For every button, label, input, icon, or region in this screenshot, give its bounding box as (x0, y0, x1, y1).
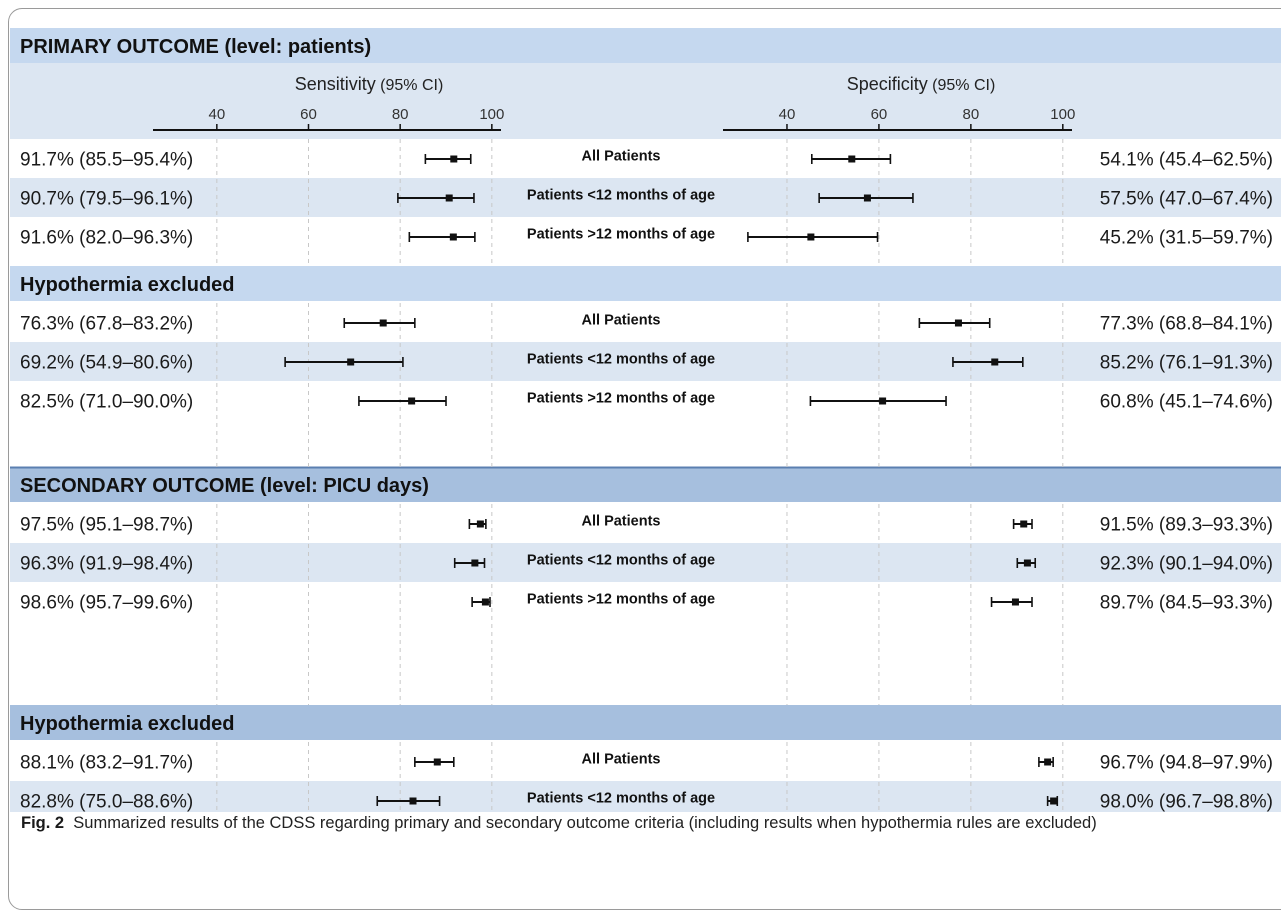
spec-point (807, 233, 815, 241)
row-shade (10, 342, 1281, 381)
spec-point (991, 358, 999, 366)
caption-text: Summarized results of the CDSS regarding… (73, 814, 1097, 832)
row-label: Patients <12 months of age (527, 553, 715, 569)
sensitivity-value: 96.3% (91.9–98.4%) (20, 554, 193, 575)
row-label: Patients >12 months of age (527, 592, 715, 608)
sens-point (450, 155, 458, 163)
sens-point (408, 397, 416, 405)
sensitivity-value: 90.7% (79.5–96.1%) (20, 189, 193, 210)
sensitivity-value: 88.1% (83.2–91.7%) (20, 753, 193, 774)
spec-point (1023, 559, 1031, 567)
specificity-value: 85.2% (76.1–91.3%) (1100, 353, 1273, 374)
specificity-value: 54.1% (45.4–62.5%) (1100, 150, 1273, 171)
sensitivity-value: 76.3% (67.8–83.2%) (20, 314, 193, 335)
row-label: All Patients (582, 514, 661, 530)
sensitivity-axis-top-tick-label: 60 (300, 106, 317, 123)
section-header-bg (10, 266, 1281, 301)
row-label: Patients >12 months of age (527, 227, 715, 243)
specificity-axis-top-tick-label: 40 (779, 106, 796, 123)
spec-point (863, 194, 871, 202)
sens-point (471, 559, 479, 567)
row-label: Patients <12 months of age (527, 352, 715, 368)
specificity-axis-title-top-metric: Specificity (847, 74, 928, 94)
specificity-value: 89.7% (84.5–93.3%) (1100, 593, 1273, 614)
sens-point (409, 797, 417, 805)
row-shade (10, 543, 1281, 582)
section-header-bg (10, 467, 1281, 502)
spec-point (848, 155, 856, 163)
sens-point (379, 319, 387, 327)
row-shade (10, 781, 1281, 812)
forest-plot: PRIMARY OUTCOME (level: patients) Hypothe… (10, 28, 1281, 813)
sensitivity-value: 69.2% (54.9–80.6%) (20, 353, 193, 374)
section-title: Hypothermia excluded (20, 713, 235, 735)
sensitivity-axis-title-top: Sensitivity (95% CI) (295, 74, 444, 94)
sensitivity-value: 91.7% (85.5–95.4%) (20, 150, 193, 171)
sensitivity-axis-title-top-metric: Sensitivity (295, 74, 376, 94)
specificity-axis-title-top-ci: (95% CI) (928, 77, 996, 94)
figure-label: Fig. 2 (21, 814, 65, 832)
sensitivity-value: 98.6% (95.7–99.6%) (20, 593, 193, 614)
spec-point (1044, 758, 1052, 766)
sensitivity-axis-title-top-ci: (95% CI) (376, 77, 444, 94)
sensitivity-value: 97.5% (95.1–98.7%) (20, 515, 193, 536)
sensitivity-value: 82.8% (75.0–88.6%) (20, 792, 193, 813)
specificity-axis-top-tick-label: 100 (1050, 106, 1075, 123)
row-label: All Patients (582, 752, 661, 768)
row-label: Patients <12 months of age (527, 188, 715, 204)
sens-point (433, 758, 441, 766)
section-header-bg (10, 28, 1281, 63)
sens-point (481, 598, 489, 606)
figure-caption: Fig. 2 Summarized results of the CDSS re… (21, 814, 1279, 833)
sens-point (445, 194, 453, 202)
sensitivity-axis-top-tick-label: 80 (392, 106, 409, 123)
spec-point (1050, 797, 1058, 805)
axis-header-band (10, 63, 1281, 139)
specificity-value: 91.5% (89.3–93.3%) (1100, 515, 1273, 536)
section-title: SECONDARY OUTCOME (level: PICU days) (20, 475, 429, 497)
specificity-value: 45.2% (31.5–59.7%) (1100, 228, 1273, 249)
sensitivity-value: 82.5% (71.0–90.0%) (20, 392, 193, 413)
sens-point (476, 520, 484, 528)
spec-point (879, 397, 887, 405)
sensitivity-value: 91.6% (82.0–96.3%) (20, 228, 193, 249)
specificity-value: 60.8% (45.1–74.6%) (1100, 392, 1273, 413)
specificity-value: 92.3% (90.1–94.0%) (1100, 554, 1273, 575)
specificity-value: 57.5% (47.0–67.4%) (1100, 189, 1273, 210)
row-label: All Patients (582, 149, 661, 165)
row-shade (10, 178, 1281, 217)
sens-point (449, 233, 457, 241)
specificity-axis-title-top: Specificity (95% CI) (847, 74, 996, 94)
spec-point (1020, 520, 1028, 528)
specificity-value: 77.3% (68.8–84.1%) (1100, 314, 1273, 335)
sensitivity-axis-top-tick-label: 40 (208, 106, 225, 123)
sensitivity-axis-top-tick-label: 100 (479, 106, 504, 123)
section-title: PRIMARY OUTCOME (level: patients) (20, 36, 371, 58)
specificity-value: 98.0% (96.7–98.8%) (1100, 792, 1273, 813)
row-label: Patients <12 months of age (527, 791, 715, 807)
specificity-axis-top-tick-label: 60 (871, 106, 888, 123)
row-label: All Patients (582, 313, 661, 329)
spec-point (954, 319, 962, 327)
row-label: Patients >12 months of age (527, 391, 715, 407)
spec-point (1011, 598, 1019, 606)
section-title: Hypothermia excluded (20, 274, 235, 296)
sens-point (347, 358, 355, 366)
specificity-value: 96.7% (94.8–97.9%) (1100, 753, 1273, 774)
section-header-bg (10, 705, 1281, 740)
specificity-axis-top-tick-label: 80 (963, 106, 980, 123)
